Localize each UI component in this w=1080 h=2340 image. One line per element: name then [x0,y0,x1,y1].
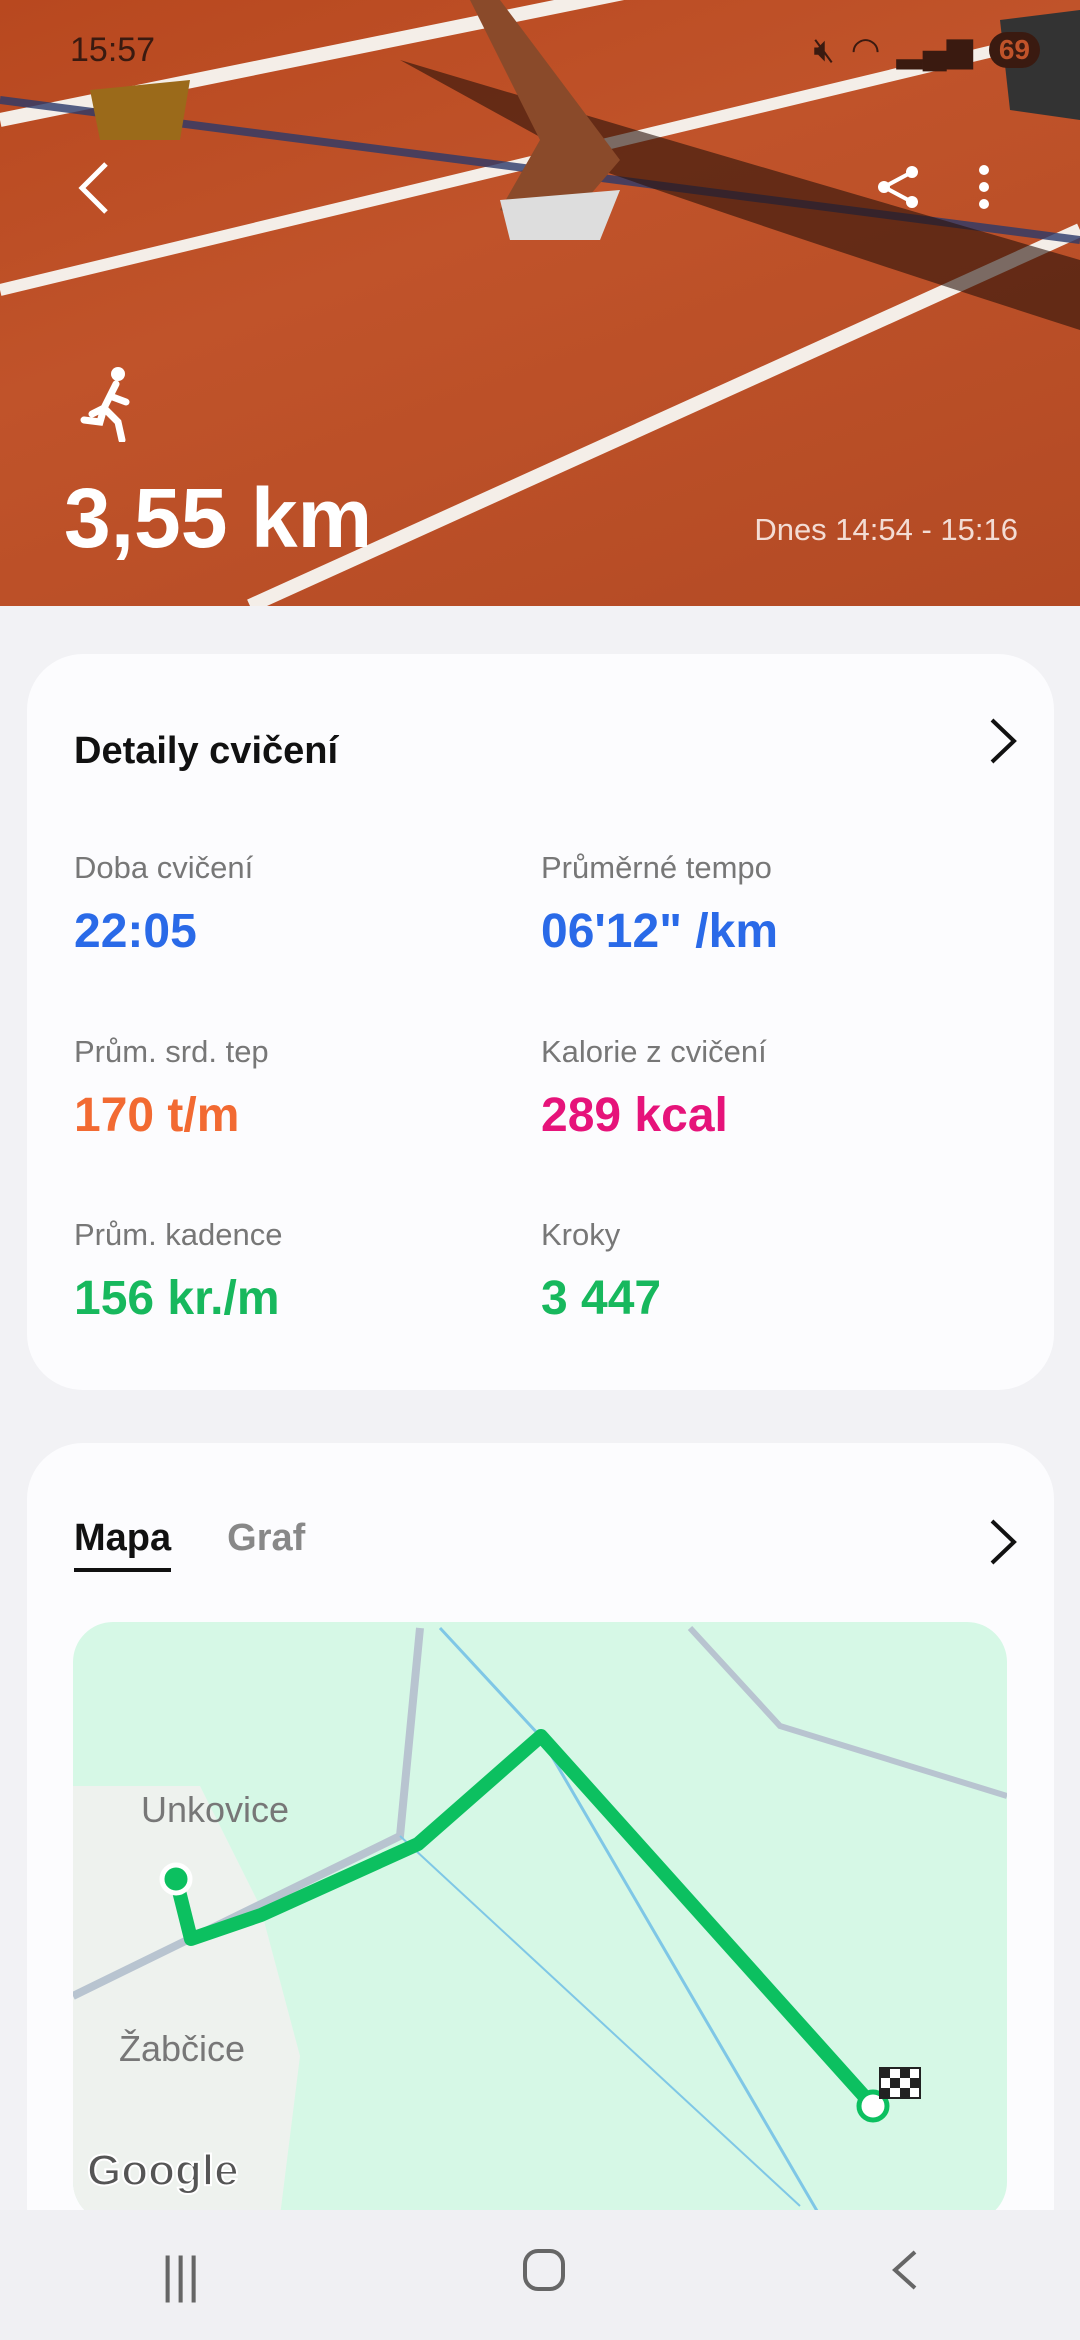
home-button[interactable] [522,2246,566,2304]
clock: 15:57 [70,30,156,69]
status-bar: 15:57 🔇︎ ◠ ▂▄▆ 69 [70,30,1040,70]
signal-icon: ▂▄▆ [896,31,973,69]
card-title: Detaily cvičení [74,730,339,772]
tab-map[interactable]: Mapa [74,1517,172,1572]
battery-indicator: 69 [988,32,1040,68]
route-line [169,1729,879,2111]
running-icon [80,366,136,447]
place-label: Žabčice [119,2028,246,2069]
system-nav-bar: ||| [0,2210,1080,2340]
back-button[interactable] [889,2246,919,2304]
stat-pace: Průměrné tempo 06'12" /km [541,850,778,958]
chevron-right-icon[interactable] [988,1515,1018,1580]
time-range: Dnes 14:54 - 15:16 [754,512,1018,547]
more-options-icon[interactable] [976,164,992,215]
stat-calories: Kalorie z cvičení 289 kcal [541,1034,767,1142]
tab-graph[interactable]: Graf [227,1517,306,1559]
chevron-right-icon[interactable] [988,714,1018,779]
start-marker [159,1862,193,1896]
hero-image: 15:57 🔇︎ ◠ ▂▄▆ 69 3,55 km Dnes 14:54 - 15:1… [0,0,1080,606]
stat-heart-rate: Prům. srd. tep 170 t/m [74,1034,269,1142]
route-map[interactable]: Unkovice Žabčice Google [73,1622,1007,2222]
distance-value: 3,55 km [64,471,373,565]
share-icon[interactable] [876,164,922,215]
map-card: Mapa Graf Unkovice Žabčice Google [27,1443,1054,2263]
finish-flag-icon [879,2067,921,2099]
recent-apps-button[interactable]: ||| [161,2247,201,2303]
stat-steps: Kroky 3 447 [541,1217,662,1325]
wifi-icon: ◠ [850,31,881,69]
google-logo: Google [86,2145,240,2196]
stat-cadence: Prům. kadence 156 kr./m [74,1217,283,1325]
back-icon[interactable] [76,160,112,221]
mute-icon: 🔇︎ [813,30,835,69]
place-label: Unkovice [141,1789,290,1830]
exercise-details-card[interactable]: Detaily cvičení Doba cvičení 22:05 Průměr… [27,654,1054,1390]
stat-duration: Doba cvičení 22:05 [74,850,254,958]
